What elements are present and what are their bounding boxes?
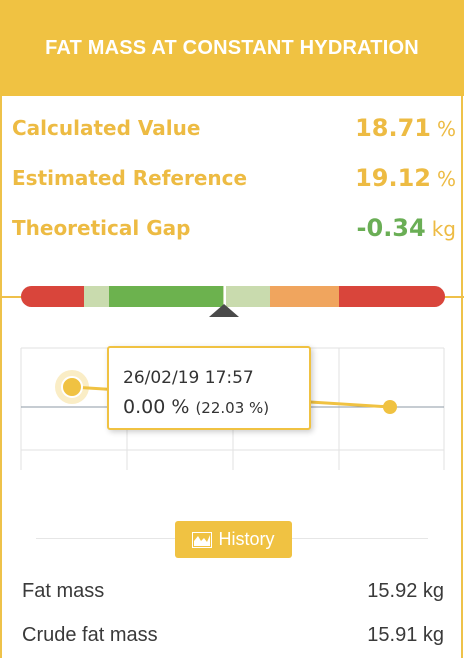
gauge-marker [224,286,226,306]
info-label: Fat mass [22,579,105,602]
metric-row-calculated: Calculated Value 18.71 % [12,108,456,148]
history-label: History [218,529,275,549]
info-row-crude-fat-mass: Crude fat mass 15.91 kg [22,620,444,650]
range-gauge [21,286,445,307]
metric-row-reference: Estimated Reference 19.12 % [12,158,456,198]
gauge-segment [21,286,84,307]
card-header: FAT MASS AT CONSTANT HYDRATION [0,0,464,96]
series-point[interactable] [61,376,83,398]
tooltip-secondary: (22.03 %) [195,399,270,417]
metric-unit: % [436,117,456,141]
info-value: 15.91 kg [367,623,444,646]
metric-label: Theoretical Gap [12,216,191,240]
gauge-segment [84,286,109,307]
metric-unit: kg [431,217,456,241]
area-chart-icon [192,531,213,548]
info-label: Crude fat mass [22,623,158,646]
metric-unit: % [436,167,456,191]
gauge-segment [223,286,270,307]
series-point[interactable] [383,400,397,414]
gauge-pointer-icon [209,304,239,317]
card-title: FAT MASS AT CONSTANT HYDRATION [45,36,419,59]
tooltip-value: 0.00 % [123,396,190,418]
metric-value: 18.71 [355,114,431,142]
tooltip-date: 26/02/19 17:57 [123,368,254,388]
info-row-fat-mass: Fat mass 15.92 kg [22,576,444,606]
metric-label: Estimated Reference [12,166,248,190]
info-value: 15.92 kg [367,579,444,602]
chart-tooltip: 26/02/19 17:57 0.00 % (22.03 %) [107,346,311,430]
metric-value: -0.34 [356,214,426,242]
history-button[interactable]: History [175,521,292,558]
gauge-segment [270,286,339,307]
gauge-segment [109,286,223,307]
metric-value: 19.12 [355,164,431,192]
metric-label: Calculated Value [12,116,201,140]
metric-row-gap: Theoretical Gap -0.34 kg [12,208,456,248]
gauge-segment [339,286,445,307]
